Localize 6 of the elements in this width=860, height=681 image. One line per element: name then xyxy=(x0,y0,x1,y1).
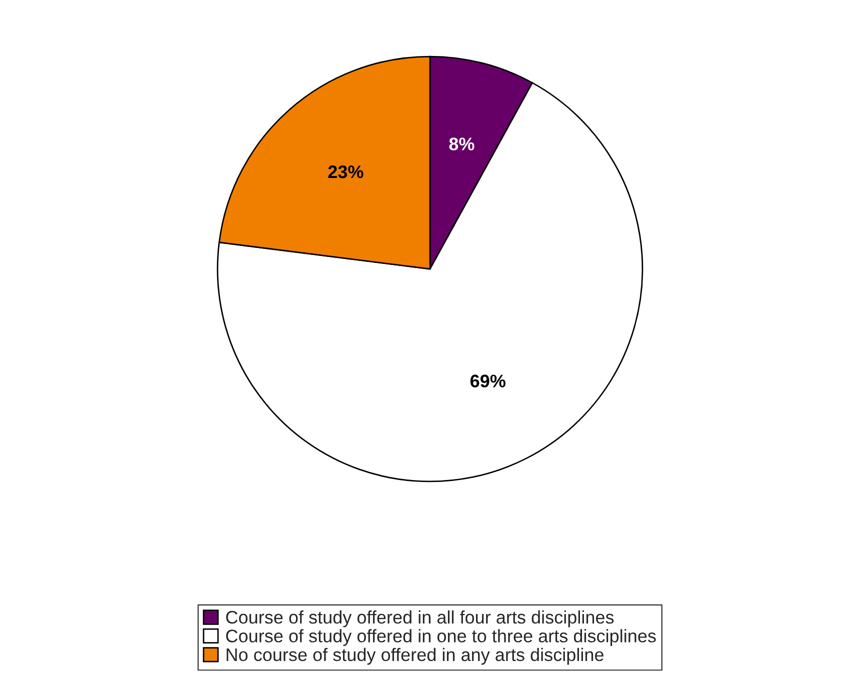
legend-label: Course of study offered in all four arts disciplines xyxy=(226,610,614,628)
legend-label: No course of study offered in any arts discipline xyxy=(226,648,604,665)
data-label: 8% xyxy=(449,138,474,150)
data-label: 69% xyxy=(470,374,506,388)
data-label: 23% xyxy=(328,165,364,178)
legend-label: Course of study offered in one to three arts disciplines xyxy=(226,629,656,646)
